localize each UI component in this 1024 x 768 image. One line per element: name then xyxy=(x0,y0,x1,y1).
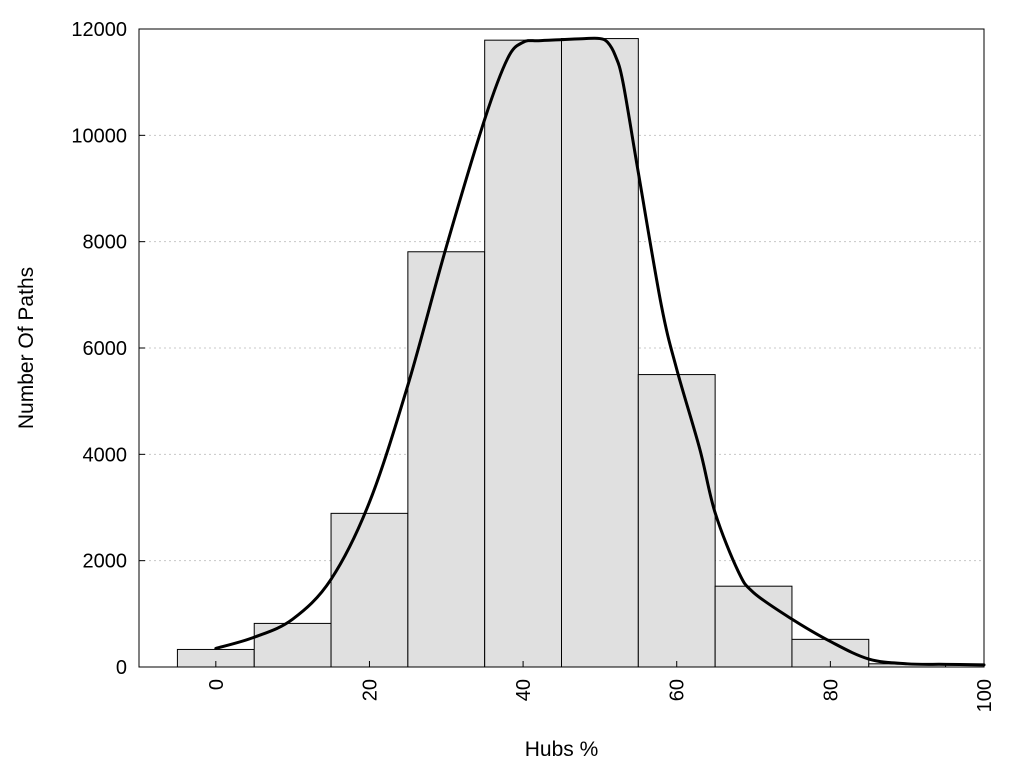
x-axis-title: Hubs % xyxy=(525,738,599,761)
y-axis: 0 2000 4000 6000 8000 10000 12000 xyxy=(71,19,145,679)
bar-30 xyxy=(407,251,486,668)
y-tick-label-8000: 8000 xyxy=(83,232,128,254)
y-tick-label-0: 0 xyxy=(116,657,127,679)
x-tick-label-20: 20 xyxy=(359,679,381,701)
bar-40 xyxy=(484,39,563,668)
x-tick-label-40: 40 xyxy=(513,679,535,701)
bars-layer xyxy=(176,38,947,668)
x-tick-label-100: 100 xyxy=(974,679,996,712)
bar-70 xyxy=(714,585,793,668)
x-tick-label-60: 60 xyxy=(667,679,689,701)
y-tick-label-10000: 10000 xyxy=(71,125,127,147)
y-tick-label-6000: 6000 xyxy=(83,338,128,360)
bar-20 xyxy=(330,512,409,668)
bar-10 xyxy=(253,622,332,668)
bar-50 xyxy=(561,38,639,668)
y-tick-label-12000: 12000 xyxy=(71,19,127,41)
bar-60 xyxy=(637,374,716,668)
grid-layer xyxy=(139,134,984,562)
x-tick-label-0: 0 xyxy=(206,679,228,690)
density-curve xyxy=(214,36,986,667)
y-tick-label-4000: 4000 xyxy=(83,444,128,466)
y-axis-title: Number Of Paths xyxy=(15,267,38,429)
x-axis: 0 20 40 60 80 100 xyxy=(206,661,996,712)
x-tick-label-80: 80 xyxy=(820,679,842,701)
y-tick-label-2000: 2000 xyxy=(83,551,128,573)
curve-layer xyxy=(214,36,986,667)
